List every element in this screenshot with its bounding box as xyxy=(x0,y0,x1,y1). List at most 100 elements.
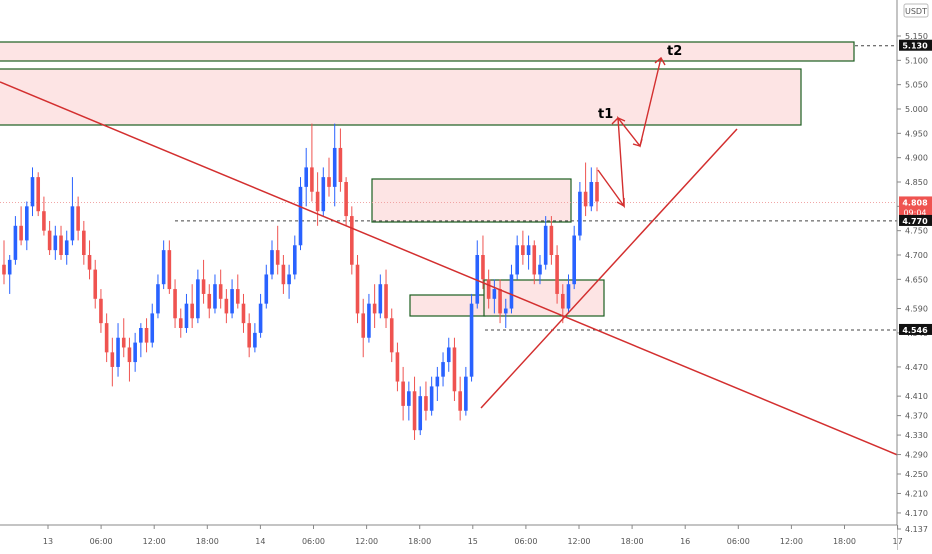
x-tick-label: 13 xyxy=(43,537,53,546)
candle-body xyxy=(578,191,582,236)
candle-body xyxy=(253,332,257,348)
candle-body xyxy=(275,250,280,265)
arrowhead xyxy=(611,117,626,125)
x-tick-label: 06:00 xyxy=(90,537,113,546)
candle-body xyxy=(7,259,12,275)
y-tick-label: 5.100 xyxy=(905,56,928,65)
descending-trendline xyxy=(0,81,901,457)
y-tick-label: 4.470 xyxy=(905,363,928,372)
demand-zone-box-right xyxy=(483,279,605,317)
y-tick-label: 4.370 xyxy=(905,412,928,421)
candle-body xyxy=(521,245,525,256)
candle-body xyxy=(196,279,200,319)
candle-body xyxy=(464,376,468,411)
candle-body xyxy=(19,225,23,241)
candle-body xyxy=(42,211,46,231)
candle-body xyxy=(110,352,115,367)
x-tick-label: 15 xyxy=(468,537,478,546)
x-tick-label: 14 xyxy=(255,537,265,546)
x-tick-label: 12:00 xyxy=(355,537,378,546)
candle-body xyxy=(469,303,474,377)
candle-body xyxy=(418,396,423,431)
candle-body xyxy=(13,225,18,260)
y-tick-label: 5.150 xyxy=(905,32,928,41)
candle-body xyxy=(429,386,434,411)
candle-body xyxy=(532,245,537,275)
candle-body xyxy=(93,269,98,299)
x-tick-label: 12:00 xyxy=(143,537,166,546)
candle-body xyxy=(492,289,497,299)
candle-body xyxy=(2,264,6,275)
demand-zone-box-left xyxy=(409,294,486,317)
candle-body xyxy=(201,279,206,294)
price-badge xyxy=(899,196,932,219)
candle-body xyxy=(327,177,331,187)
price-badge-value: 4.546 xyxy=(902,326,928,335)
candle-body xyxy=(87,255,92,270)
candle-body xyxy=(412,391,417,431)
x-tick-label: 06:00 xyxy=(302,537,325,546)
candle-body xyxy=(241,303,246,324)
candle-body xyxy=(441,362,445,377)
candle-body xyxy=(378,284,383,314)
candle-body xyxy=(589,182,594,207)
price-badge xyxy=(899,39,932,51)
candle-body xyxy=(99,298,103,324)
candle-body xyxy=(481,255,485,280)
candle-body xyxy=(298,186,303,246)
candle-body xyxy=(372,303,377,314)
candle-body xyxy=(310,167,314,192)
x-tick-label: 17 xyxy=(893,537,903,546)
candle-body xyxy=(156,284,160,314)
price-badge-value: 4.808 xyxy=(902,198,928,207)
candle-body xyxy=(543,225,548,265)
candle-body xyxy=(64,240,69,256)
candle-body xyxy=(150,313,155,343)
candle-body xyxy=(139,328,143,343)
candle-body xyxy=(321,177,326,212)
candle-body xyxy=(389,318,394,353)
candle-body xyxy=(70,206,75,241)
y-tick-label: 4.590 xyxy=(905,305,928,314)
candle-body xyxy=(144,328,149,343)
candle-body xyxy=(116,337,120,367)
candle-body xyxy=(407,391,411,406)
x-tick-label: 16 xyxy=(680,537,690,546)
candle-body xyxy=(47,230,52,251)
candle-body xyxy=(395,352,400,382)
candle-body xyxy=(361,313,366,338)
arrowhead xyxy=(616,198,625,208)
candle-body xyxy=(247,323,251,348)
candle-body xyxy=(184,303,189,329)
y-tick-label: 4.137 xyxy=(905,525,928,534)
time-axis-bg xyxy=(0,525,897,550)
target-label-t1: t1 xyxy=(598,107,613,122)
price-axis-bg xyxy=(897,0,932,550)
candle-body xyxy=(555,255,559,294)
x-tick-label: 18:00 xyxy=(833,537,856,546)
x-tick-label: 06:00 xyxy=(727,537,750,546)
x-tick-label: 12:00 xyxy=(780,537,803,546)
x-tick-label: 18:00 xyxy=(196,537,219,546)
candle-body xyxy=(350,216,354,265)
y-tick-label: 4.170 xyxy=(905,509,928,518)
y-tick-label: 4.290 xyxy=(905,451,928,460)
y-tick-label: 4.950 xyxy=(905,129,928,138)
y-tick-label: 4.330 xyxy=(905,431,928,440)
candle-body xyxy=(281,264,286,285)
y-tick-label: 4.750 xyxy=(905,227,928,236)
candle-body xyxy=(287,274,291,285)
candle-body xyxy=(458,391,462,411)
candle-body xyxy=(538,264,542,275)
arrowhead xyxy=(654,56,666,66)
candle-body xyxy=(498,289,502,314)
candle-body xyxy=(315,191,320,212)
candle-body xyxy=(133,342,137,363)
x-tick-label: 18:00 xyxy=(621,537,644,546)
y-tick-label: 4.700 xyxy=(905,251,928,260)
candle-body xyxy=(338,147,343,183)
y-tick-label: 4.900 xyxy=(905,154,928,163)
candle-body xyxy=(452,347,457,392)
